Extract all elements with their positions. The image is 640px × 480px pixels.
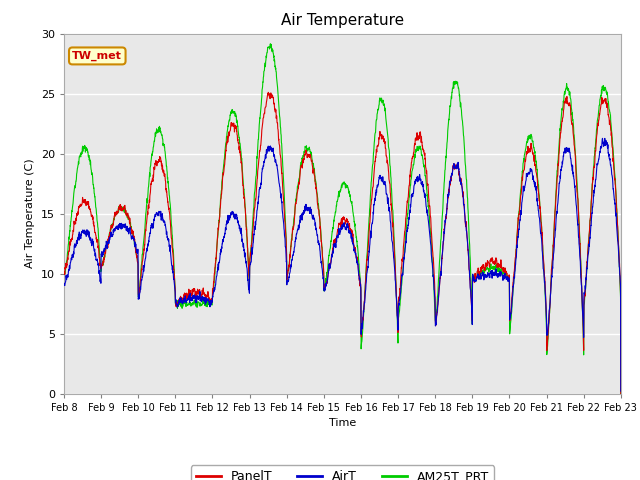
Line: AM25T_PRT: AM25T_PRT xyxy=(64,44,621,394)
PanelT xyxy=(504,276,512,281)
AM25T_PRT xyxy=(216,218,223,224)
AM25T_PRT xyxy=(568,108,575,114)
AM25T_PRT xyxy=(617,391,625,396)
AirT xyxy=(598,135,606,141)
AirT xyxy=(371,198,378,204)
PanelT xyxy=(60,270,68,276)
PanelT xyxy=(568,120,575,125)
AM25T_PRT xyxy=(359,328,367,334)
Line: AirT: AirT xyxy=(64,138,621,391)
AirT xyxy=(358,326,366,332)
PanelT xyxy=(264,89,272,95)
AM25T_PRT xyxy=(371,133,379,139)
AirT xyxy=(617,388,625,394)
PanelT xyxy=(584,260,591,265)
Legend: PanelT, AirT, AM25T_PRT: PanelT, AirT, AM25T_PRT xyxy=(191,465,494,480)
PanelT xyxy=(359,316,367,322)
PanelT xyxy=(216,219,223,225)
Text: TW_met: TW_met xyxy=(72,51,122,61)
AM25T_PRT xyxy=(60,276,68,281)
AirT xyxy=(60,282,68,288)
Y-axis label: Air Temperature (C): Air Temperature (C) xyxy=(26,159,35,268)
AM25T_PRT xyxy=(504,276,512,282)
AirT xyxy=(216,260,223,265)
AirT xyxy=(583,266,591,272)
AM25T_PRT xyxy=(266,41,274,47)
AirT xyxy=(504,276,512,281)
PanelT xyxy=(617,391,625,396)
Line: PanelT: PanelT xyxy=(64,92,621,394)
X-axis label: Time: Time xyxy=(329,418,356,428)
Title: Air Temperature: Air Temperature xyxy=(281,13,404,28)
AirT xyxy=(568,163,575,168)
AM25T_PRT xyxy=(584,260,591,265)
PanelT xyxy=(371,161,379,167)
